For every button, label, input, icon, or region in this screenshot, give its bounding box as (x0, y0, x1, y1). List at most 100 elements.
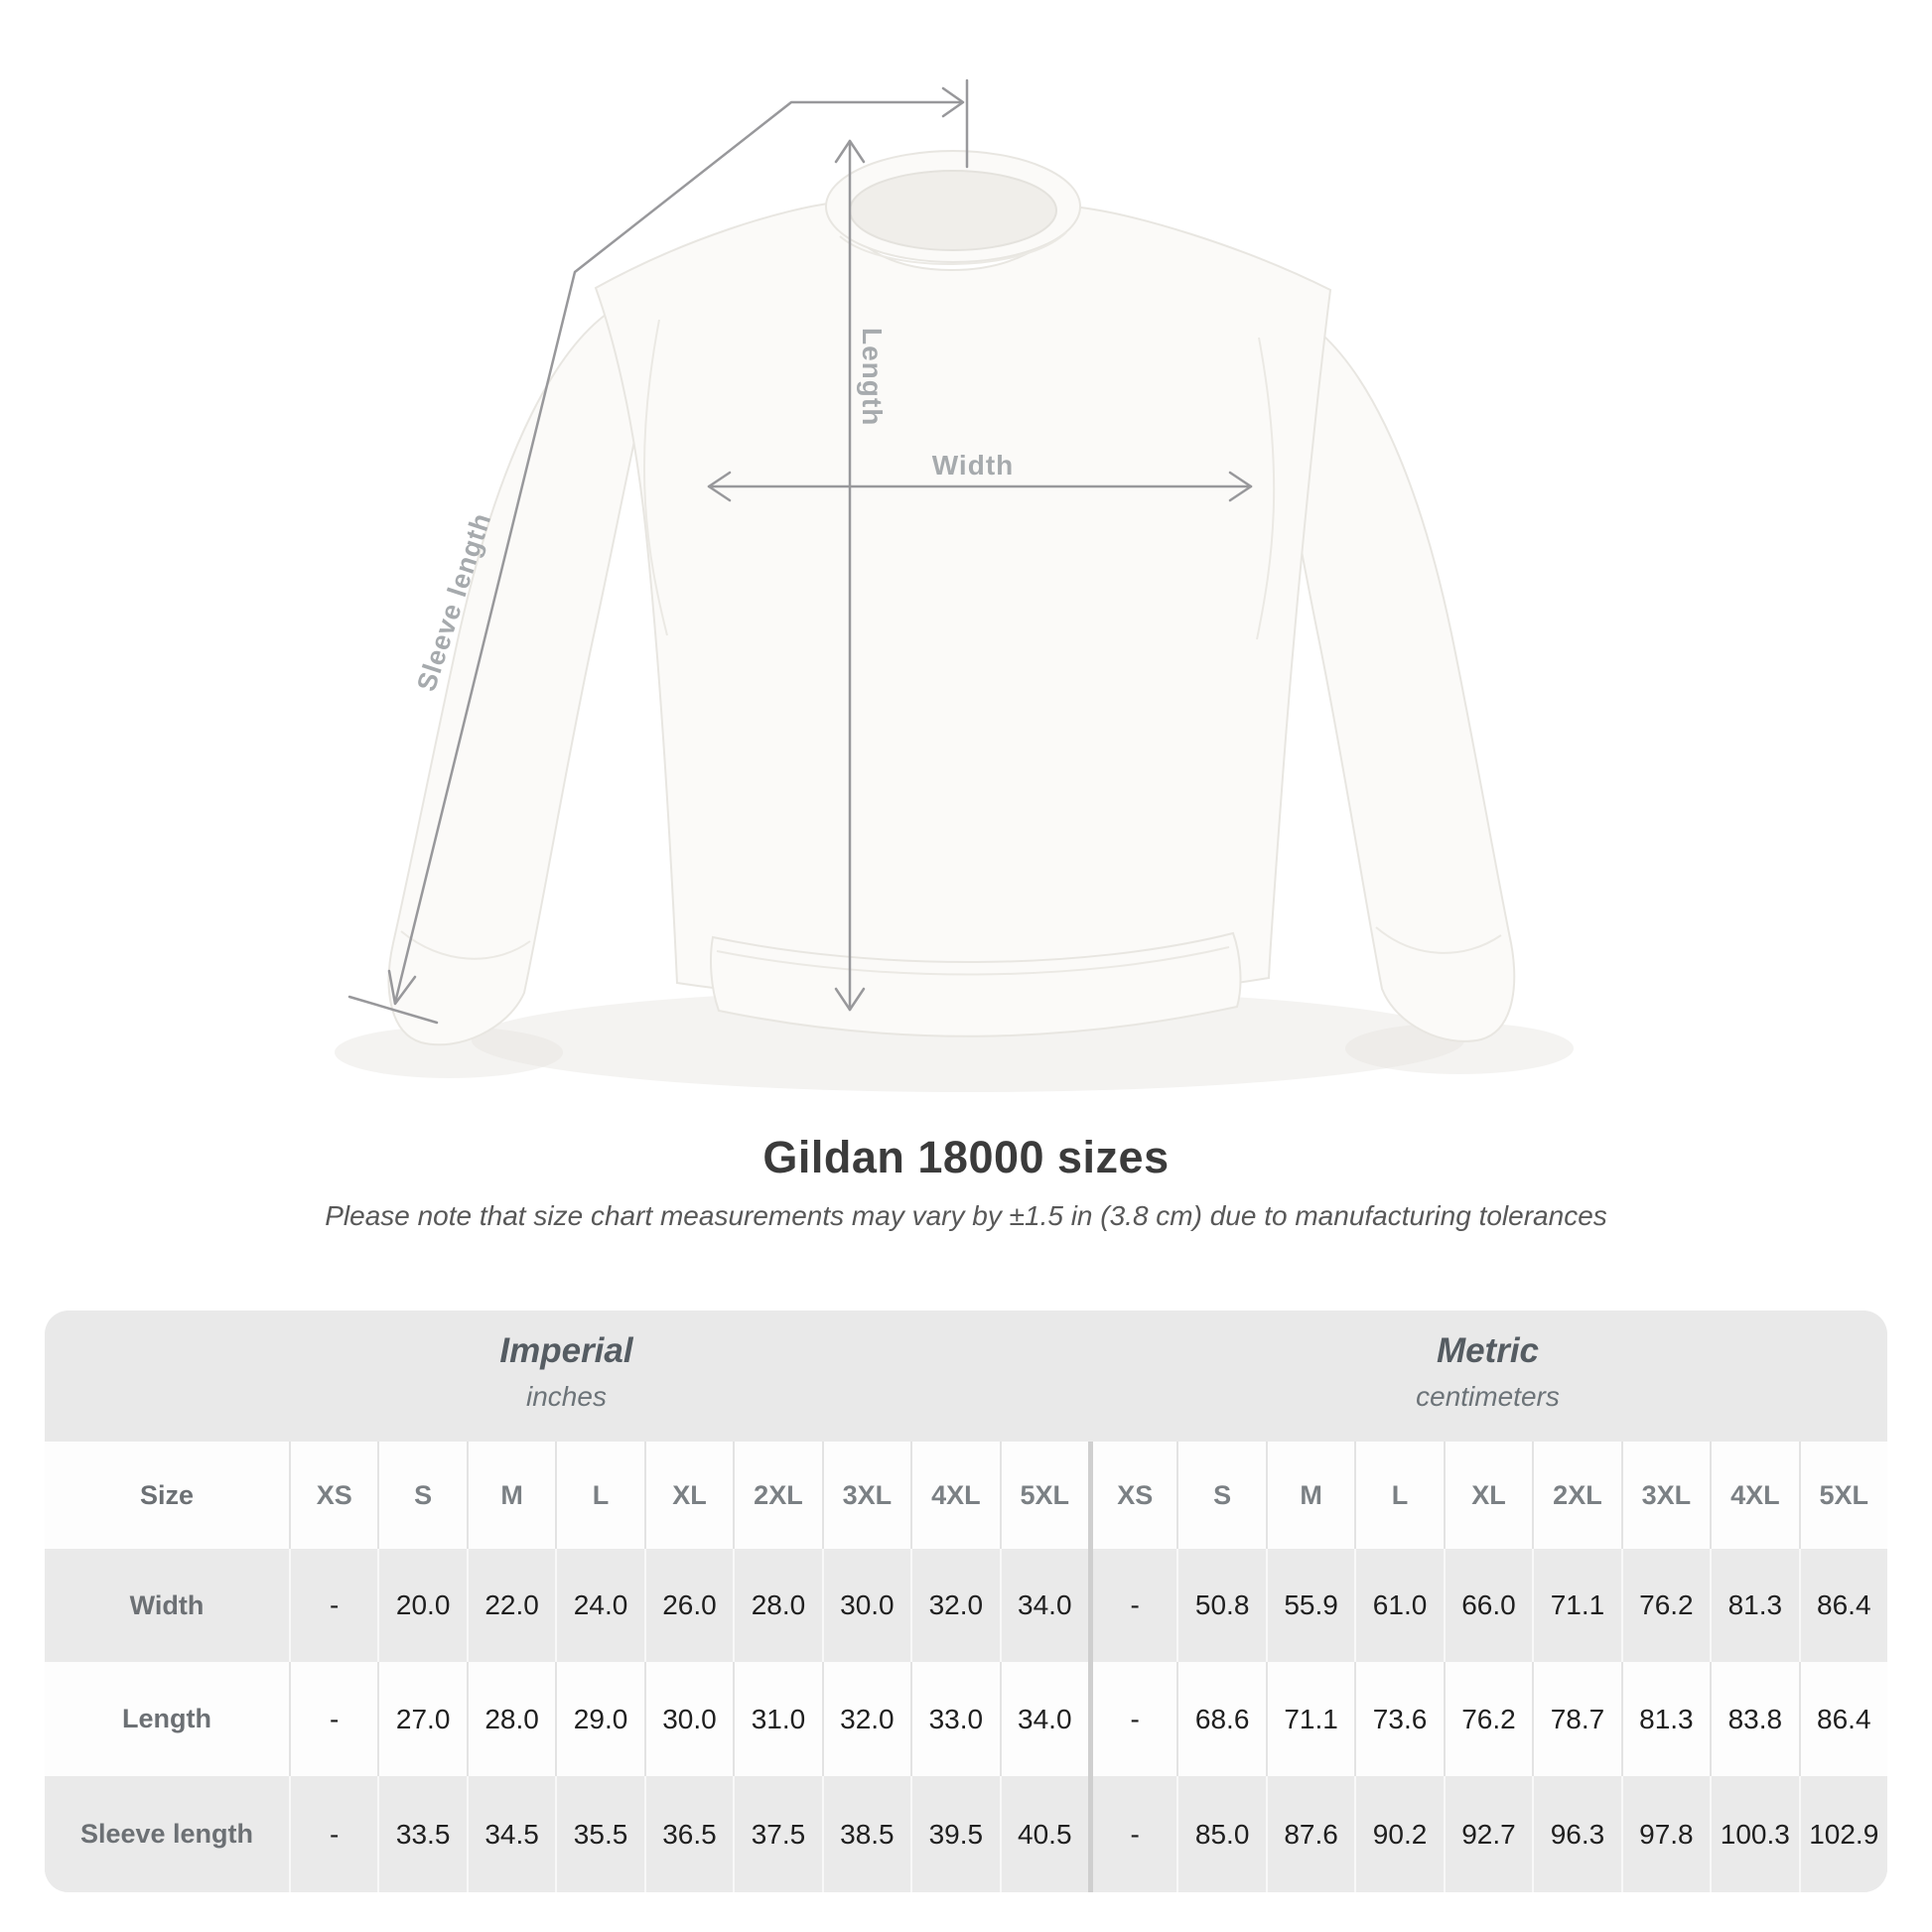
value-cell: 40.5 (999, 1776, 1088, 1892)
size-header-cell: XL (1443, 1442, 1533, 1549)
value-cell: 24.0 (555, 1549, 644, 1662)
left-armhole-seam (642, 319, 668, 636)
size-header-cell: 4XL (910, 1442, 1000, 1549)
value-cell: 30.0 (821, 1549, 911, 1662)
size-header-cell: 5XL (1798, 1442, 1887, 1549)
arrowhead-down-left-icon (387, 969, 417, 1006)
value-cell: 20.0 (377, 1549, 467, 1662)
row-label: Width (45, 1549, 289, 1662)
size-header-cell: S (377, 1442, 467, 1549)
value-cell: - (1087, 1662, 1177, 1776)
group-label: Imperial (499, 1331, 633, 1370)
cuff-end-tick (347, 995, 439, 1025)
value-cell: 36.5 (643, 1776, 734, 1892)
torso (594, 201, 1332, 1003)
hem-seam (716, 946, 1230, 976)
value-cell: 26.0 (643, 1549, 734, 1662)
value-cell: 102.9 (1798, 1776, 1887, 1892)
value-cell: 30.0 (643, 1662, 734, 1776)
arrowhead-left-icon (707, 471, 732, 502)
size-header-cell: 4XL (1710, 1442, 1799, 1549)
value-cell: 68.6 (1176, 1662, 1266, 1776)
value-cell: - (289, 1549, 378, 1662)
cuff-shadow-right (1345, 1023, 1574, 1074)
size-header-cell: 3XL (1620, 1442, 1711, 1549)
size-header-cell: S (1176, 1442, 1266, 1549)
page-title: Gildan 18000 sizes (762, 1132, 1170, 1182)
arrowhead-right2-icon (1228, 471, 1253, 502)
value-cell: - (1087, 1776, 1177, 1892)
value-cell: 100.3 (1710, 1776, 1799, 1892)
arrowhead-up-icon (834, 139, 866, 164)
value-cell: 61.0 (1354, 1549, 1444, 1662)
hem-band (710, 931, 1242, 1037)
value-cell: 86.4 (1798, 1549, 1887, 1662)
size-header-cell: L (1354, 1442, 1444, 1549)
value-cell: 96.3 (1532, 1776, 1621, 1892)
value-cell: - (289, 1776, 378, 1892)
metric-group-header: Metric centimeters (1088, 1311, 1887, 1442)
right-sleeve (1255, 306, 1516, 1042)
value-cell: 34.5 (466, 1776, 556, 1892)
value-cell: 28.0 (733, 1549, 822, 1662)
size-header-cell: XL (643, 1442, 734, 1549)
size-header-cell: 2XL (733, 1442, 822, 1549)
value-cell: 81.3 (1620, 1662, 1711, 1776)
value-cell: 34.0 (999, 1662, 1088, 1776)
width-label: Width (932, 450, 1015, 481)
tolerance-note: Please note that size chart measurements… (325, 1200, 1607, 1231)
size-header-cell: XS (289, 1442, 378, 1549)
garment-shadow (472, 989, 1464, 1092)
size-header-cell: M (1265, 1442, 1355, 1549)
size-header-cell: L (555, 1442, 644, 1549)
value-cell: 71.1 (1532, 1549, 1621, 1662)
value-cell: 22.0 (466, 1549, 556, 1662)
size-header-cell: 2XL (1532, 1442, 1621, 1549)
value-cell: - (1087, 1549, 1177, 1662)
value-cell: - (289, 1662, 378, 1776)
value-cell: 90.2 (1354, 1776, 1444, 1892)
size-header-cell: XS (1087, 1442, 1177, 1549)
length-label: Length (857, 328, 888, 426)
value-cell: 66.0 (1443, 1549, 1533, 1662)
collar-opening (849, 170, 1057, 251)
value-cell: 32.0 (910, 1549, 1000, 1662)
right-armhole-seam (1256, 337, 1276, 640)
heading-block: Gildan 18000 sizes Please note that size… (0, 1132, 1932, 1232)
value-cell: 87.6 (1265, 1776, 1355, 1892)
group-unit: centimeters (1416, 1381, 1560, 1412)
left-cuff-seam (400, 930, 531, 960)
value-cell: 50.8 (1176, 1549, 1266, 1662)
value-cell: 28.0 (466, 1662, 556, 1776)
value-cell: 33.5 (377, 1776, 467, 1892)
sweatshirt-illustration (335, 150, 1574, 1092)
group-unit: inches (526, 1381, 607, 1412)
row-label: Sleeve length (45, 1776, 289, 1892)
value-cell: 71.1 (1265, 1662, 1355, 1776)
value-cell: 33.0 (910, 1662, 1000, 1776)
size-header-cell: M (466, 1442, 556, 1549)
value-cell: 29.0 (555, 1662, 644, 1776)
value-cell: 76.2 (1443, 1662, 1533, 1776)
arrowhead-down-icon (834, 987, 866, 1012)
value-cell: 39.5 (910, 1776, 1000, 1892)
size-column-header: Size (45, 1442, 289, 1549)
value-cell: 32.0 (821, 1662, 911, 1776)
value-cell: 27.0 (377, 1662, 467, 1776)
sleeve-measure-line (393, 100, 963, 1005)
right-cuff-seam (1375, 926, 1502, 954)
arrowhead-right-icon (941, 86, 965, 118)
left-sleeve (387, 296, 663, 1046)
value-cell: 31.0 (733, 1662, 822, 1776)
size-header-cell: 5XL (999, 1442, 1088, 1549)
value-cell: 38.5 (821, 1776, 911, 1892)
value-cell: 97.8 (1620, 1776, 1711, 1892)
size-chart-table: Imperial inches Metric centimeters Size XS S M L… (45, 1311, 1887, 1892)
value-cell: 78.7 (1532, 1662, 1621, 1776)
value-cell: 34.0 (999, 1549, 1088, 1662)
value-cell: 55.9 (1265, 1549, 1355, 1662)
value-cell: 76.2 (1620, 1549, 1711, 1662)
sweatshirt-measurement-diagram: Length Width Sleeve length (335, 78, 1574, 1092)
value-cell: 83.8 (1710, 1662, 1799, 1776)
size-table-grid: Imperial inches Metric centimeters Size XS S M L… (45, 1311, 1887, 1892)
